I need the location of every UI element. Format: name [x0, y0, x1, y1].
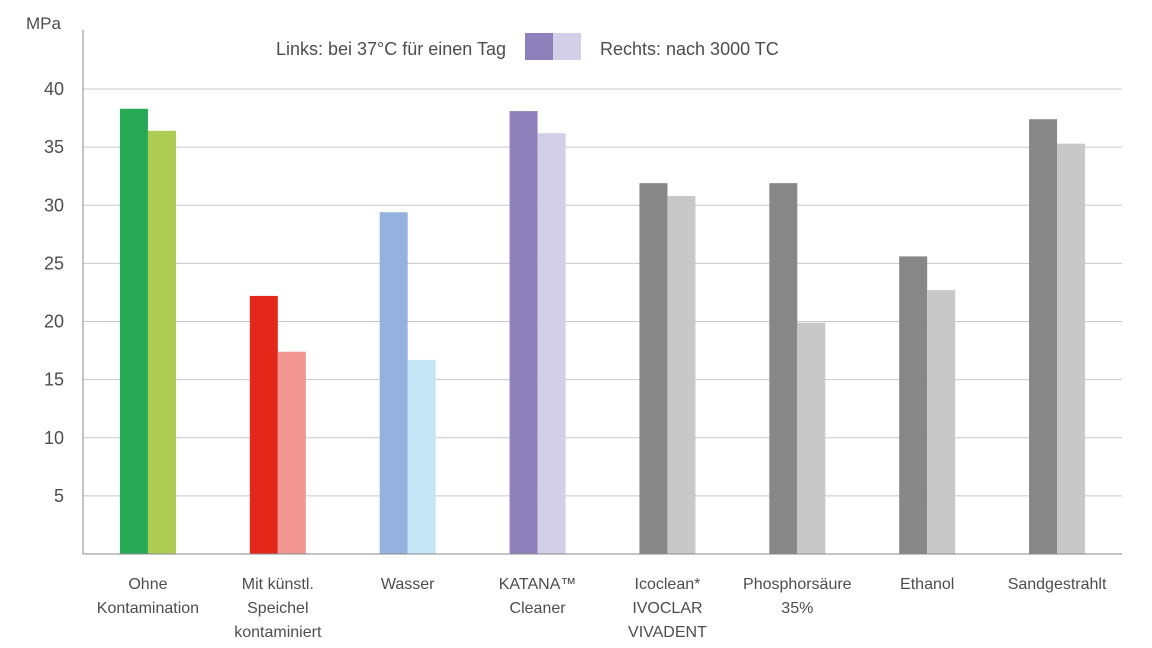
bar-left-37c-1day: [899, 256, 928, 554]
category-label-line: Speichel: [247, 600, 308, 617]
bar-left-37c-1day: [769, 183, 798, 554]
category-label-line: Icoclean*: [635, 576, 701, 593]
category-label-line: VIVADENT: [628, 624, 707, 641]
y-tick-label: 10: [44, 428, 64, 448]
category-label-line: Wasser: [381, 576, 435, 593]
legend-right-text: Rechts: nach 3000 TC: [600, 39, 779, 59]
category-label-line: Sandgestrahlt: [1008, 576, 1107, 593]
y-tick-label: 40: [44, 79, 64, 99]
y-tick-label: 30: [44, 195, 64, 215]
y-tick-label: 15: [44, 370, 64, 390]
bar-left-37c-1day: [1029, 119, 1058, 554]
category-label-line: Cleaner: [510, 600, 567, 617]
category-label: Sandgestrahlt: [1008, 576, 1107, 593]
bar-right-3000tc: [407, 359, 436, 554]
category-label: Wasser: [381, 576, 435, 593]
category-label-line: KATANA™: [499, 576, 577, 593]
y-axis-ticks: 5 10 15 20 25 30 35 40: [44, 79, 64, 506]
bar-left-37c-1day: [509, 111, 538, 555]
y-tick-label: 5: [54, 486, 64, 506]
bars: [119, 108, 1086, 555]
bar-right-3000tc: [797, 322, 826, 554]
category-label-line: Mit künstl.: [242, 576, 314, 593]
bar-right-3000tc: [927, 290, 956, 554]
y-tick-label: 20: [44, 312, 64, 332]
category-label-line: 35%: [781, 600, 813, 617]
category-labels: Ohne Kontamination Mit künstl. Speichel kont…: [97, 576, 1107, 641]
bar-left-37c-1day: [249, 295, 278, 554]
bar-left-37c-1day: [639, 183, 668, 554]
legend-left-text: Links: bei 37°C für einen Tag: [276, 39, 506, 59]
category-label-line: Ohne: [128, 576, 167, 593]
y-tick-label: 35: [44, 137, 64, 157]
legend-swatch-left: [525, 33, 553, 60]
category-label: Ethanol: [900, 576, 954, 593]
y-tick-label: 25: [44, 253, 64, 273]
category-label-line: IVOCLAR: [632, 600, 702, 617]
category-label-line: Kontamination: [97, 600, 199, 617]
category-label: Phosphorsäure 35%: [743, 576, 852, 617]
category-label-line: kontaminiert: [234, 624, 322, 641]
gridlines: [83, 88, 1122, 497]
y-axis-unit-label: MPa: [26, 14, 62, 33]
bar-right-3000tc: [667, 195, 696, 554]
category-label: KATANA™ Cleaner: [499, 576, 577, 617]
bar-right-3000tc: [537, 133, 566, 555]
category-label: Ohne Kontamination: [97, 576, 199, 617]
category-label: Icoclean* IVOCLAR VIVADENT: [628, 576, 707, 641]
bar-right-3000tc: [277, 351, 306, 554]
bar-left-37c-1day: [119, 108, 148, 554]
bar-right-3000tc: [147, 130, 176, 554]
bar-right-3000tc: [1057, 143, 1086, 554]
category-label-line: Phosphorsäure: [743, 576, 852, 593]
legend-swatch-right: [553, 33, 581, 60]
legend: Links: bei 37°C für einen Tag Rechts: na…: [276, 33, 779, 60]
category-label-line: Ethanol: [900, 576, 954, 593]
bar-left-37c-1day: [379, 212, 408, 554]
category-label: Mit künstl. Speichel kontaminiert: [234, 576, 322, 641]
